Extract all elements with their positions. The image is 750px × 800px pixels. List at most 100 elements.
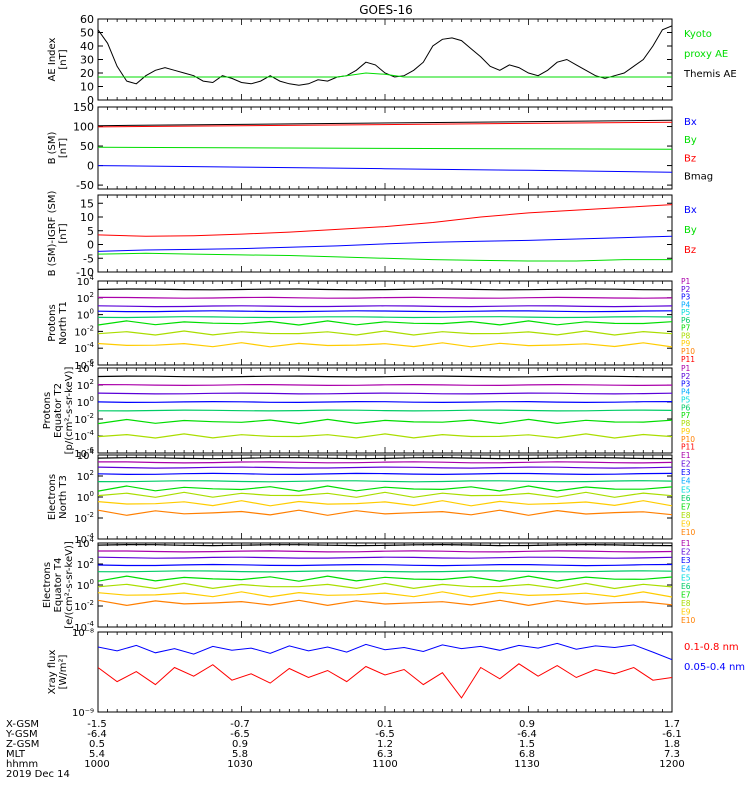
channel-label: E1 [681, 539, 691, 548]
y-axis-label: AE Index [47, 37, 58, 81]
channel-label: E5 [681, 573, 691, 582]
plot-area [98, 543, 672, 607]
channel-label: E8 [681, 599, 691, 608]
xaxis-row-label: Z-GSM [6, 739, 39, 750]
xaxis-tick-value: 5.8 [232, 749, 248, 760]
series-line-blue [98, 642, 672, 661]
y-tick-label: 30 [80, 54, 94, 67]
panel-frame [97, 18, 673, 101]
xaxis-tick-value: 1030 [227, 759, 252, 770]
channel-line [98, 563, 672, 567]
channel-label: E5 [681, 485, 691, 494]
channel-label: E3 [681, 468, 691, 477]
series-line-black [98, 119, 672, 127]
channel-label: P7 [681, 411, 691, 420]
panel-frame [97, 280, 673, 366]
legend-entry: proxy AE [684, 49, 728, 60]
channel-label: P1 [681, 277, 691, 286]
y-axis-label: [W/m²] [58, 654, 69, 689]
legend-entry: By [684, 225, 697, 236]
channel-label: E7 [681, 502, 691, 511]
channel-label: P5 [681, 395, 691, 404]
channel-line [98, 570, 672, 573]
plot-area [98, 119, 672, 173]
y-axis-label: B (SM)-IGRF (SM) [47, 191, 58, 277]
series-line-red [98, 663, 672, 699]
xaxis-tick-value: -1.5 [87, 719, 107, 730]
channel-line [98, 375, 672, 378]
y-axis-label: Xray flux [47, 650, 58, 695]
channel-line [98, 316, 672, 319]
y-tick-label: 10 [80, 211, 94, 224]
xaxis-tick-value: 1.2 [377, 739, 393, 750]
channel-label: E10 [681, 616, 696, 625]
y-tick-label: 100 [77, 490, 94, 504]
channel-label: E7 [681, 590, 691, 599]
panel-b-sm: -50 0 50 100 150 B (SM) [nT] Bx By Bz Bmag [47, 101, 713, 192]
channel-label: P10 [681, 435, 695, 444]
y-tick-label: 104 [77, 361, 95, 375]
plot-area [98, 204, 672, 262]
y-tick-label: 20 [80, 67, 94, 80]
channel-label: P11 [681, 443, 695, 452]
channel-label: P5 [681, 308, 691, 317]
y-tick-label: 102 [77, 557, 94, 571]
xaxis-tick-value: 0.5 [89, 739, 105, 750]
channel-label: P2 [681, 372, 691, 381]
series-line-red [98, 121, 672, 128]
xaxis-tick-value: 7.3 [664, 749, 680, 760]
xaxis-tick-value: 0.9 [519, 719, 535, 730]
xaxis-date: 2019 Dec 14 [6, 769, 70, 780]
y-axis-label: [nT] [58, 138, 69, 158]
channel-label: E8 [681, 511, 691, 520]
channel-line [98, 543, 672, 547]
y-tick-label: 60 [80, 13, 94, 26]
plot-area [98, 25, 672, 86]
channel-line [98, 392, 672, 395]
channel-label: P11 [681, 355, 695, 364]
y-tick-label: 100 [77, 578, 94, 592]
plot-area [98, 375, 672, 439]
plot-title: GOES-16 [359, 3, 413, 17]
series-line-green [98, 252, 672, 262]
plot-area [98, 456, 672, 516]
xaxis-tick-value: 1.7 [664, 719, 680, 730]
xaxis-tick-value: -6.5 [375, 729, 395, 740]
series-line-red [98, 204, 672, 237]
channel-label: P9 [681, 339, 691, 348]
y-axis-label: Equator T4 [53, 558, 64, 613]
y-tick-label: -5 [83, 252, 94, 265]
y-tick-label: 40 [80, 40, 94, 53]
xaxis-tick-value: 1130 [514, 759, 539, 770]
xaxis-row-label: Y-GSM [5, 729, 38, 740]
channel-line [98, 509, 672, 516]
channel-label: E4 [681, 477, 691, 486]
channel-line [98, 556, 672, 559]
y-tick-label: 10-2 [74, 412, 94, 426]
y-tick-label: 102 [77, 378, 94, 392]
y-axis-label: [nT] [58, 223, 69, 243]
channel-line [98, 383, 672, 387]
channel-line [98, 418, 672, 425]
y-tick-label: 104 [77, 274, 95, 288]
xaxis-tick-value: -6.4 [517, 729, 537, 740]
series-line-black [98, 25, 672, 86]
xaxis-tick-value: 0.9 [232, 739, 248, 750]
legend-entry: 0.1-0.8 nm [684, 642, 739, 653]
panel-xray: 10⁻⁸ 10⁻⁹ Xray flux [W/m²] 0.1-0.8 nm 0.05-0.… [47, 628, 745, 719]
channel-label: E6 [681, 582, 691, 591]
channel-label: E6 [681, 494, 691, 503]
channel-label: E3 [681, 556, 691, 565]
xaxis-tick-value: 1200 [659, 759, 684, 770]
channel-line [98, 491, 672, 498]
channel-line [98, 342, 672, 348]
channel-label: P2 [681, 285, 691, 294]
channel-line [98, 456, 672, 460]
legend-entry: Bx [684, 117, 697, 128]
